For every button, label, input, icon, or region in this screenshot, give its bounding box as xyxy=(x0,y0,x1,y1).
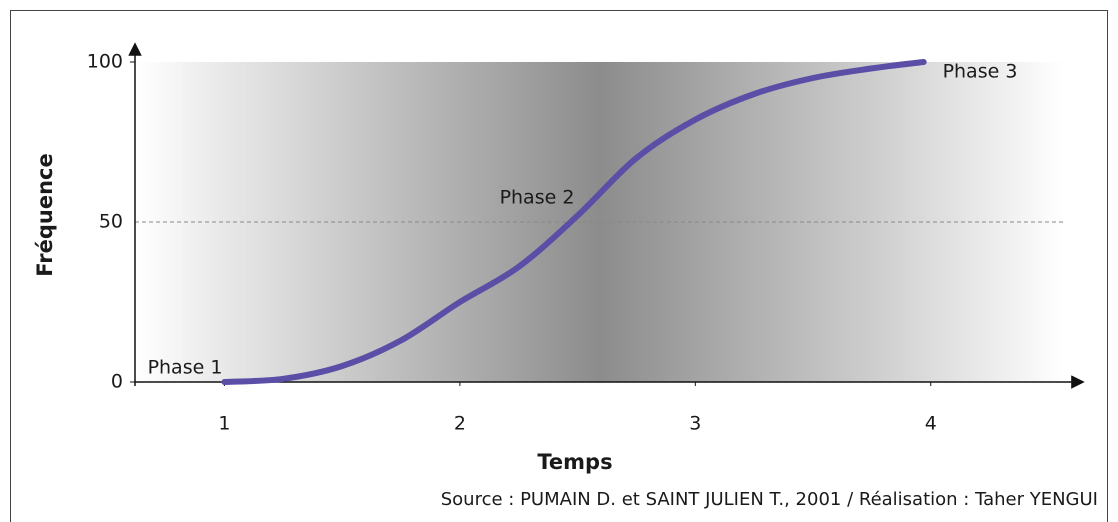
annotation: Phase 1 xyxy=(148,357,223,379)
y-tick-label: 100 xyxy=(87,51,123,73)
annotation: Phase 3 xyxy=(943,61,1018,83)
x-axis-label: Temps xyxy=(537,450,612,474)
x-tick-label: 2 xyxy=(454,413,466,435)
source: Source : PUMAIN D. et SAINT JULIEN T., 2… xyxy=(441,489,1098,510)
y-tick-label: 0 xyxy=(111,371,123,393)
annotation: Phase 2 xyxy=(500,187,575,209)
y-axis-label: Fréquence xyxy=(33,153,57,276)
frame xyxy=(10,10,1108,522)
x-tick-label: 1 xyxy=(218,413,230,435)
line xyxy=(221,59,927,385)
y-tick-label: 50 xyxy=(99,211,123,233)
x-tick-label: 3 xyxy=(689,413,701,435)
x-tick-label: 4 xyxy=(925,413,937,435)
